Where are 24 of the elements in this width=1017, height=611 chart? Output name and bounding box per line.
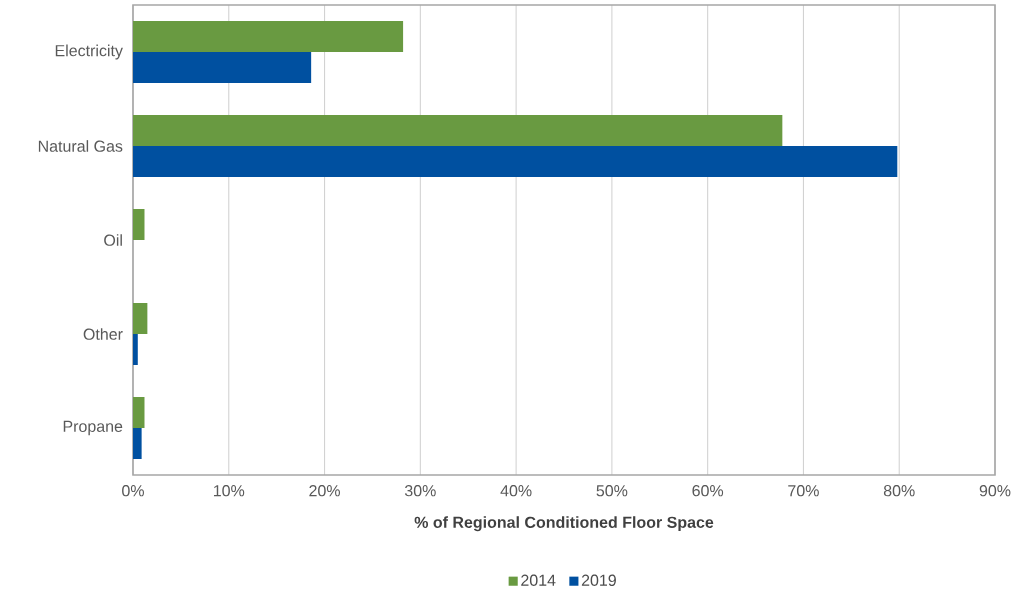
x-axis-title: % of Regional Conditioned Floor Space — [414, 516, 714, 532]
y-tick-label: Natural Gas — [38, 140, 123, 152]
bar — [133, 146, 898, 178]
y-tick-label: Other — [83, 328, 123, 340]
x-tick-label: 80% — [883, 485, 915, 497]
y-tick-label: Propane — [63, 420, 123, 436]
x-tick-label: 70% — [788, 485, 819, 497]
x-tick-label: 60% — [692, 485, 724, 497]
x-tick-label: 0% — [122, 485, 144, 497]
legend-label: 2014 — [521, 574, 556, 586]
bar — [133, 114, 783, 147]
legend-label: 2019 — [581, 574, 616, 586]
x-tick-label: 50% — [596, 485, 628, 497]
y-tick-label: Electricity — [55, 44, 123, 60]
x-tick-label: 90% — [979, 485, 1011, 497]
x-tick-label: 20% — [309, 485, 340, 497]
bar — [133, 428, 142, 460]
x-tick-label: 10% — [213, 485, 245, 497]
bar — [133, 20, 404, 53]
x-tick-label: 30% — [404, 485, 436, 497]
y-tick-label: Oil — [104, 234, 122, 246]
bar — [133, 52, 312, 84]
x-tick-label: 40% — [500, 485, 532, 497]
bar — [133, 302, 148, 335]
